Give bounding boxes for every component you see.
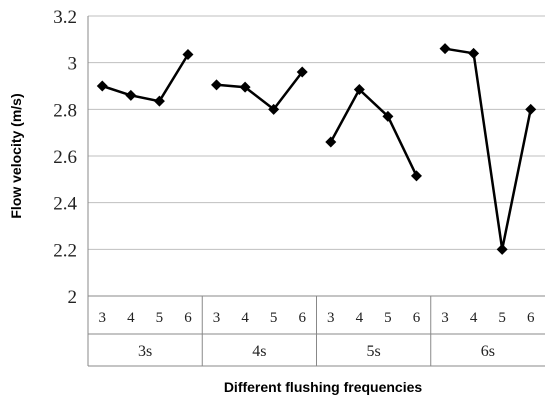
data-point — [525, 103, 537, 115]
series-line-5s — [329, 87, 418, 177]
category-label: 6 — [413, 310, 421, 326]
y-tick-label: 2.6 — [53, 147, 77, 168]
data-point — [239, 81, 251, 93]
category-label: 6 — [527, 310, 535, 326]
gridlines — [88, 15, 545, 297]
data-point — [96, 80, 108, 92]
data-point — [268, 103, 280, 115]
data-point — [439, 43, 451, 55]
category-label: 4 — [241, 310, 249, 326]
y-tick-label: 2.4 — [53, 194, 77, 215]
category-label: 3 — [213, 310, 221, 326]
data-point — [153, 95, 165, 107]
category-label: 4 — [356, 310, 364, 326]
category-label: 5 — [384, 310, 392, 326]
category-label: 4 — [127, 310, 135, 326]
group-label: 6s — [481, 343, 495, 360]
category-label: 4 — [470, 310, 478, 326]
data-point — [296, 66, 308, 78]
group-label: 5s — [367, 343, 381, 360]
x-axis-title: Different flushing frequencies — [224, 379, 423, 395]
y-axis-ticks: 2 2.2 2.4 2.6 2.8 3 3.2 — [53, 7, 77, 308]
data-point — [125, 89, 137, 101]
data-point — [325, 136, 337, 148]
category-label: 5 — [498, 310, 506, 326]
category-label: 3 — [327, 310, 335, 326]
category-label: 6 — [298, 310, 306, 326]
y-tick-label: 2.8 — [53, 100, 77, 121]
series-line-6s — [444, 47, 532, 250]
data-point — [382, 110, 394, 122]
category-label: 5 — [156, 310, 164, 326]
y-axis-title: Flow velocity (m/s) — [8, 93, 24, 218]
data-point — [410, 170, 422, 182]
category-label: 5 — [270, 310, 278, 326]
x-axis: 3s 3 4 5 6 4s 3 4 5 6 5s 3 4 5 6 6s 3 4 5 6 — [87, 16, 545, 367]
data-point — [211, 79, 223, 91]
y-tick-label: 3.2 — [53, 7, 77, 28]
category-label: 6 — [184, 310, 192, 326]
group-label: 3s — [138, 343, 152, 360]
data-point — [468, 47, 480, 59]
category-label: 3 — [441, 310, 449, 326]
y-tick-label: 2 — [68, 287, 78, 308]
group-label: 4s — [252, 343, 266, 360]
y-tick-label: 2.2 — [53, 240, 77, 261]
series-lines — [96, 43, 537, 255]
y-tick-label: 3 — [68, 54, 78, 75]
category-label: 3 — [99, 310, 107, 326]
data-point — [182, 49, 194, 60]
data-point — [353, 84, 365, 95]
series-line-3s — [101, 53, 190, 103]
data-point — [496, 243, 508, 255]
series-line-4s — [216, 71, 304, 112]
